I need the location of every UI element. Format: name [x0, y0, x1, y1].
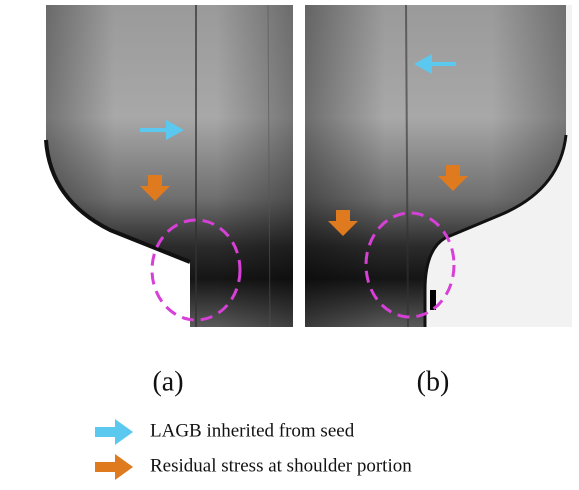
panel-label: (b) — [417, 366, 450, 397]
legend-arrow — [95, 419, 133, 445]
figure: (a) (b) LAGB inherited from seed Residual… — [0, 0, 579, 490]
legend-text: LAGB inherited from seed — [150, 420, 355, 441]
legend-text: Residual stress at shoulder portion — [150, 455, 412, 476]
legend: LAGB inherited from seed Residual stress … — [95, 419, 412, 480]
panel-b-image — [305, 5, 572, 327]
panel-a-image — [38, 5, 293, 327]
panel-label: (a) — [152, 366, 183, 397]
legend-arrow — [95, 454, 133, 480]
figure-svg: (a) (b) LAGB inherited from seed Residual… — [0, 0, 579, 490]
